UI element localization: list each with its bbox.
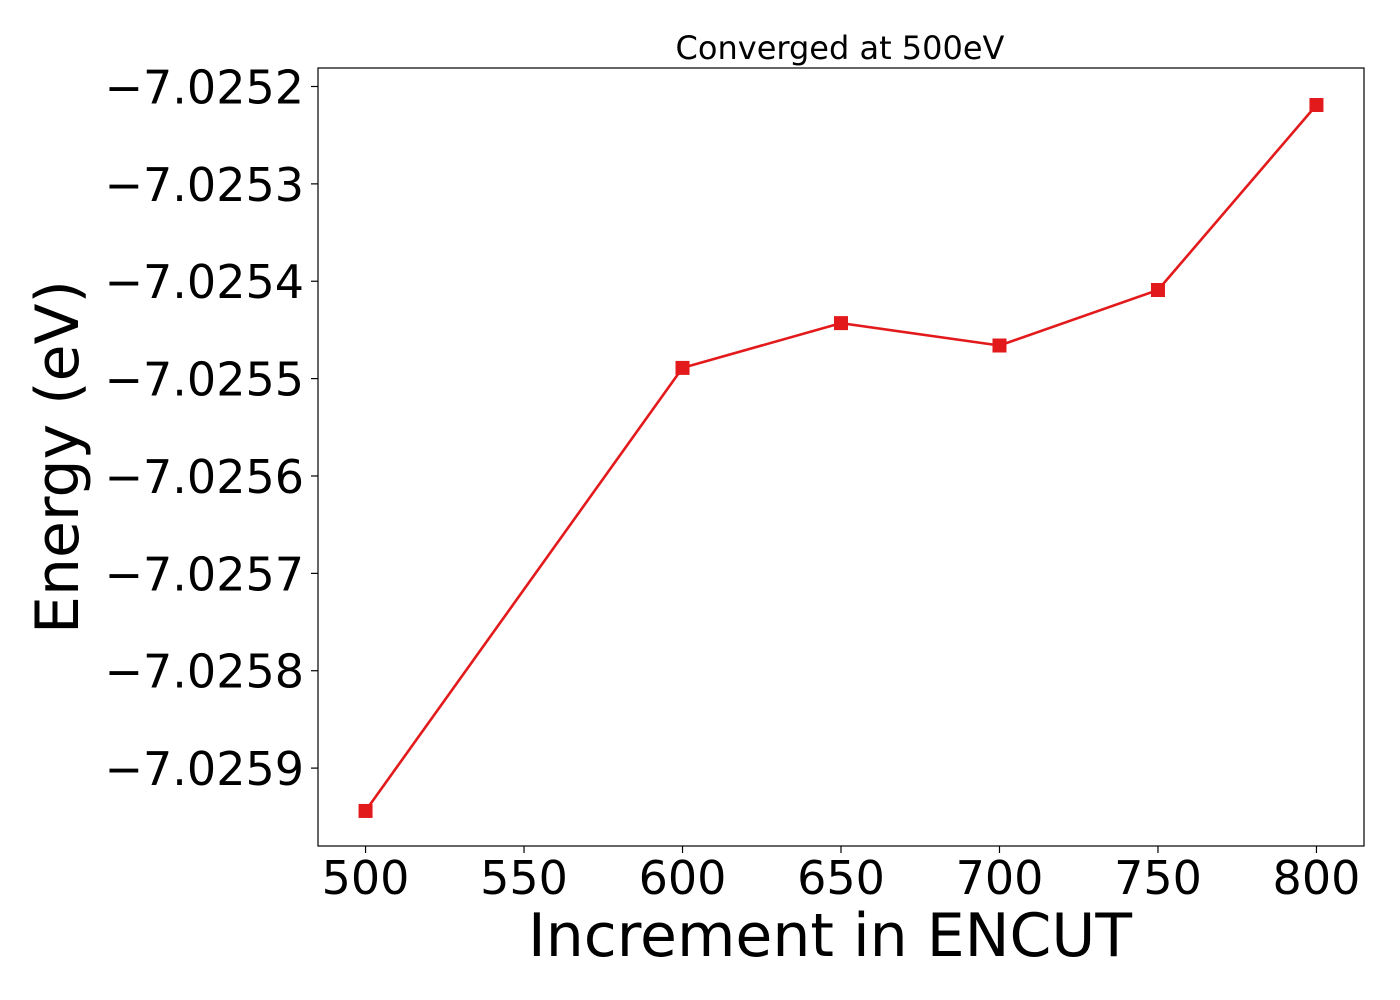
data-point-marker [675,360,690,375]
chart-title: Converged at 500eV [676,29,1005,67]
data-point-marker [834,316,848,331]
y-tick-label: −7.0258 [105,645,305,699]
x-tick-label: 650 [797,851,885,905]
y-tick-label: −7.0256 [105,450,305,504]
x-tick-label: 550 [480,851,568,905]
series-line [364,104,1318,812]
data-point-marker [358,803,373,818]
data-point-marker [1150,283,1165,298]
data-point-marker [992,338,1007,353]
series-layer [358,98,1324,818]
y-tick-label: −7.0254 [105,255,305,309]
y-tick-label: −7.0257 [105,547,305,601]
x-tick-label: 500 [322,851,410,905]
ticks-layer: 500 550 600 650 700 750 800 −7.0252 −7.0253 −7.02… [105,61,1361,905]
x-tick-label: 700 [956,851,1044,905]
y-tick-label: −7.0252 [105,61,305,115]
data-point-marker [1309,98,1324,113]
x-axis-label: Increment in ENCUT [528,901,1132,971]
y-tick-label: −7.0255 [105,353,305,407]
plot-area-frame [317,67,1365,847]
x-tick-label: 750 [1114,851,1202,905]
y-tick-label: −7.0253 [105,158,305,212]
x-tick-label: 800 [1273,851,1361,905]
y-tick-label: −7.0259 [105,742,305,796]
y-axis-label: Energy (eV) [23,280,93,634]
x-tick-label: 600 [639,851,727,905]
